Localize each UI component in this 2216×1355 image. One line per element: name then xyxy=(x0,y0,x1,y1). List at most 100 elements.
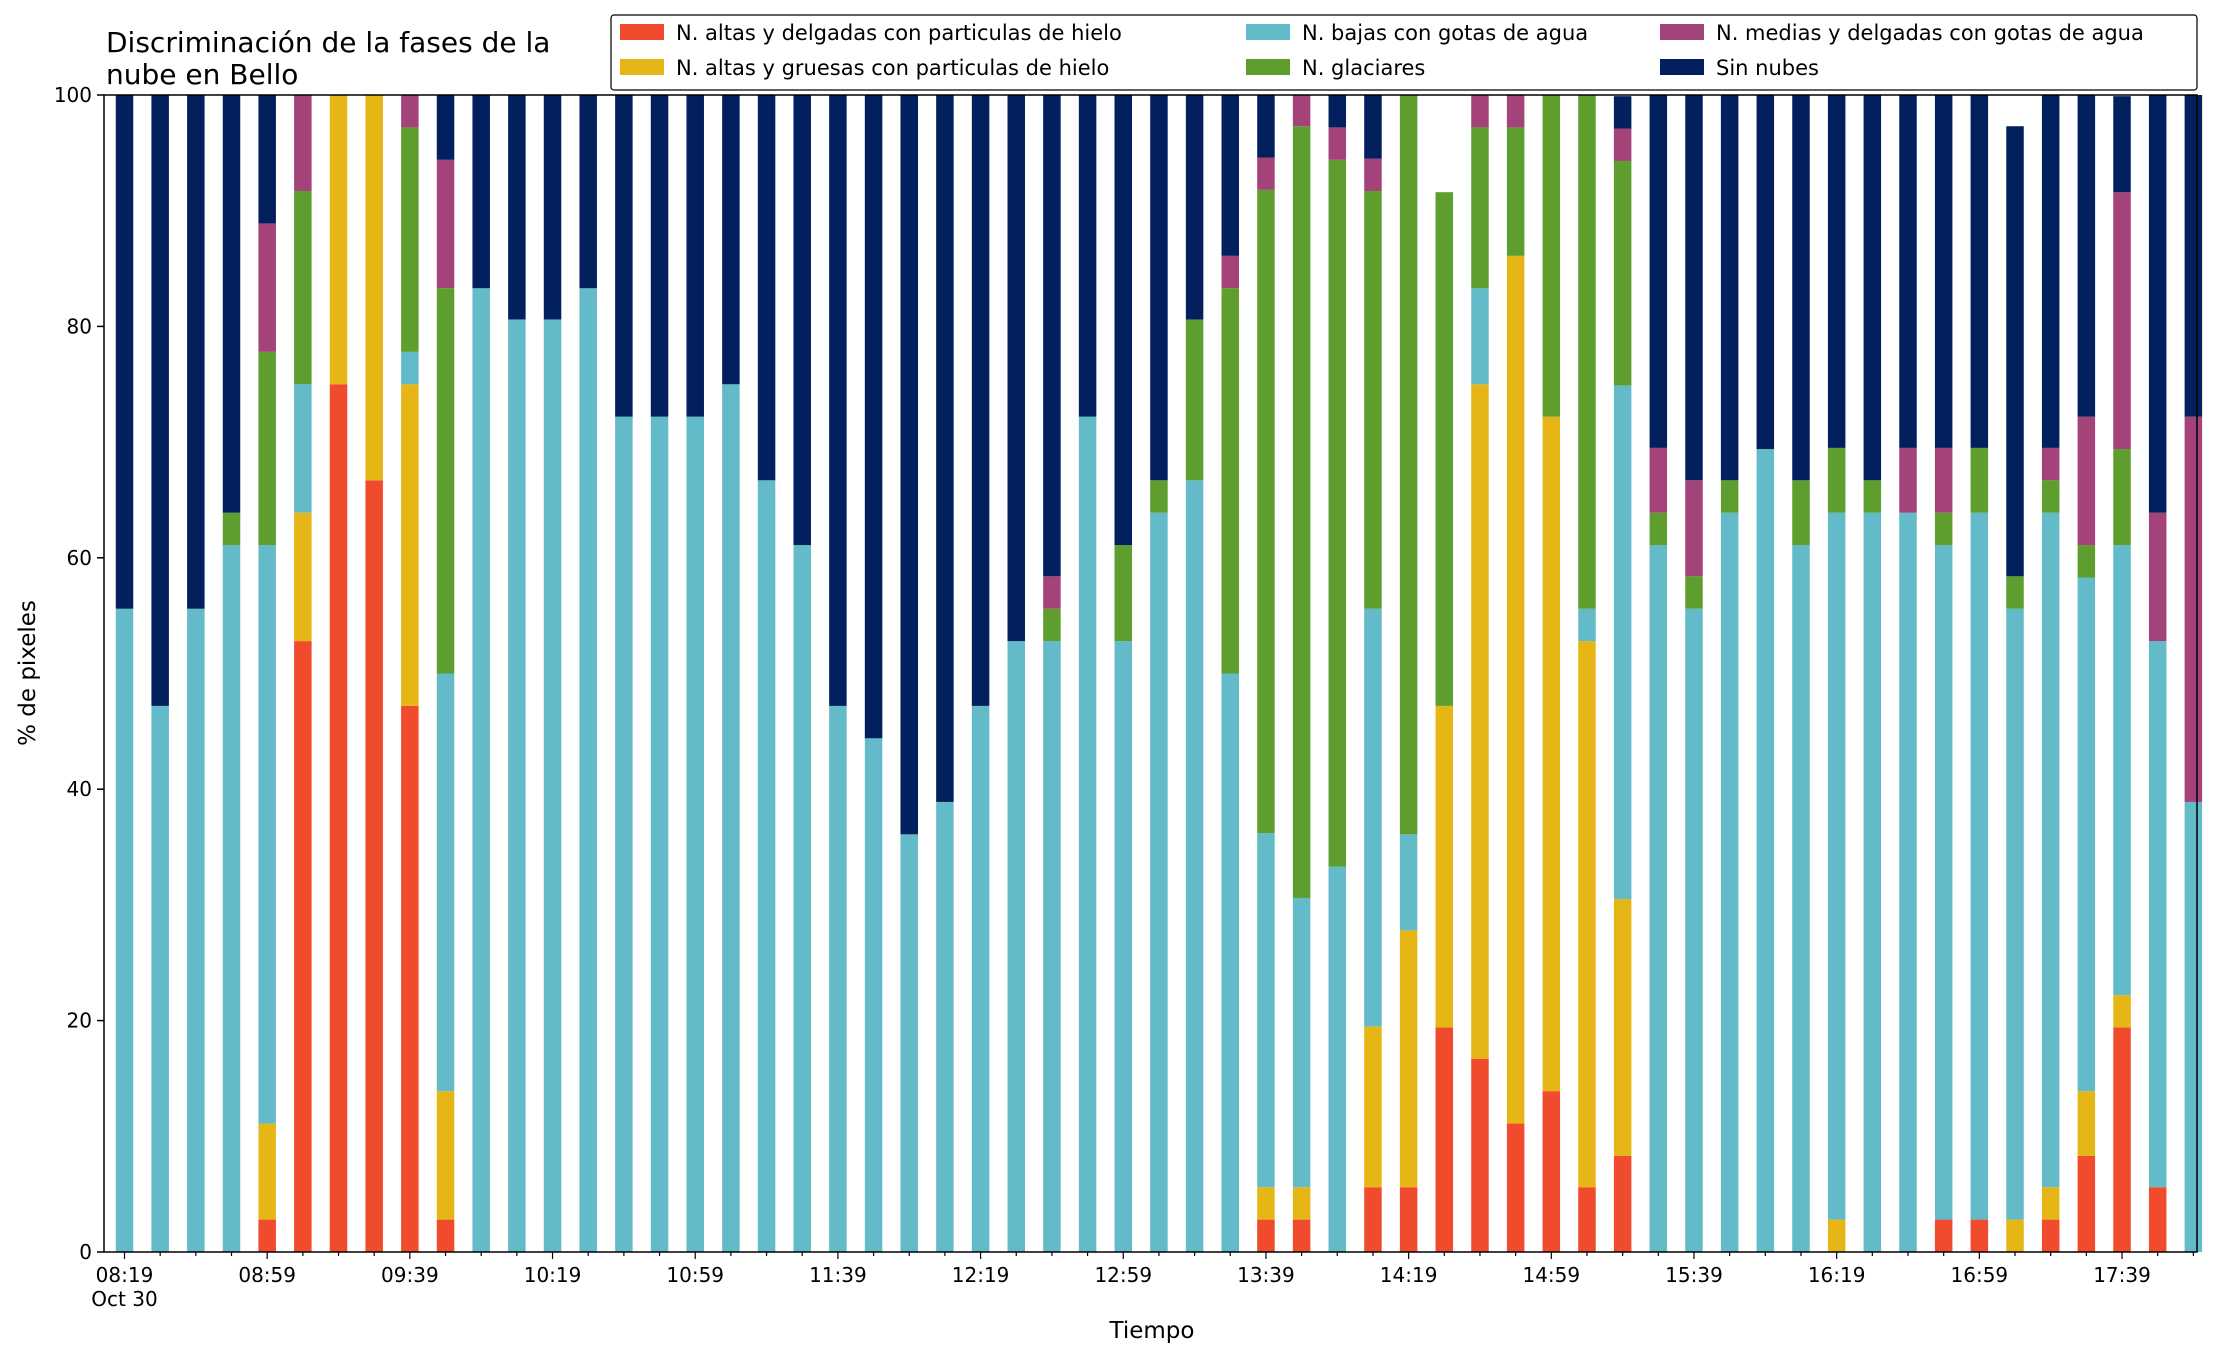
bar-segment xyxy=(436,288,455,674)
bar-segment xyxy=(1292,1219,1311,1252)
bar-segment xyxy=(2006,576,2024,609)
bar-segment xyxy=(2077,1091,2096,1156)
bar-segment xyxy=(1257,833,1275,1188)
bar-segment xyxy=(1578,1187,1596,1252)
bar-segment xyxy=(1221,255,1240,289)
bar-segment xyxy=(1792,480,1810,546)
bar-segment xyxy=(1506,127,1525,256)
bar-segment xyxy=(1827,95,1846,448)
bar-segment xyxy=(1685,95,1703,481)
bar-segment xyxy=(2148,512,2167,642)
bar-segment xyxy=(1292,126,1311,898)
legend-swatch xyxy=(1660,59,1704,75)
bar-segment xyxy=(1613,160,1632,386)
bar-segment xyxy=(1471,384,1489,1059)
bar-segment xyxy=(401,705,419,1252)
bar-segment xyxy=(2148,1187,2167,1252)
bar-segment xyxy=(401,351,419,385)
bar-segment xyxy=(258,545,276,1124)
bar-segment xyxy=(1328,866,1347,1252)
y-axis-label: % de pixeles xyxy=(15,600,41,746)
y-tick-label: 0 xyxy=(79,1240,92,1264)
bar-segment xyxy=(2006,608,2024,1220)
bar-segment xyxy=(472,288,490,1253)
bar-segment xyxy=(1114,545,1133,642)
bar-segment xyxy=(1328,127,1347,160)
bar-segment xyxy=(936,95,954,802)
bar-segment xyxy=(2006,1219,2024,1252)
x-tick-label: 10:19 xyxy=(524,1263,582,1287)
legend-swatch xyxy=(620,59,664,75)
bar-segment xyxy=(829,95,847,706)
bar-segment xyxy=(1399,1187,1418,1252)
legend-entry: N. bajas con gotas de agua xyxy=(1246,21,1588,45)
bar-segment xyxy=(436,673,455,1092)
bar-segment xyxy=(1399,930,1418,1188)
legend-swatch xyxy=(1660,24,1704,40)
legend-label: N. glaciares xyxy=(1302,56,1425,80)
bar-segment xyxy=(258,1123,276,1220)
bar-segment xyxy=(1364,191,1382,609)
bar-segment xyxy=(2041,512,2060,1188)
bar-segment xyxy=(187,608,205,1252)
bar-segment xyxy=(258,351,276,546)
bar-segment xyxy=(1506,255,1525,1124)
bar-segment xyxy=(2041,1187,2060,1220)
bar-segment xyxy=(1506,1123,1525,1252)
bar-segment xyxy=(436,1091,455,1220)
legend-swatch xyxy=(1246,59,1290,75)
bar-segment xyxy=(1792,95,1810,481)
bar-segment xyxy=(829,705,847,1252)
x-tick-label: 16:59 xyxy=(1951,1263,2009,1287)
bar-segment xyxy=(1934,545,1953,1220)
chart-title-line-1: Discriminación de la fases de la xyxy=(106,26,550,59)
bar-segment xyxy=(1863,95,1882,481)
bar-segment xyxy=(508,319,526,1253)
bar-segment xyxy=(2077,545,2096,578)
bar-segment xyxy=(2113,545,2131,996)
legend-entry: N. glaciares xyxy=(1246,56,1425,80)
x-axis-label: Tiempo xyxy=(1109,1318,1195,1344)
x-tick-label: 16:19 xyxy=(1808,1263,1866,1287)
bar-segment xyxy=(2113,449,2131,546)
bar-segment xyxy=(294,512,312,642)
bar-segment xyxy=(1506,95,1525,128)
bar-segment xyxy=(1471,288,1489,385)
legend: N. altas y delgadas con particulas de hi… xyxy=(610,14,2198,91)
bar-segment xyxy=(1399,95,1418,835)
bar-segment xyxy=(1328,159,1347,867)
bar-segment xyxy=(151,95,169,706)
bar-segment xyxy=(401,95,419,128)
x-tick-label: 14:59 xyxy=(1522,1263,1580,1287)
bar-segment xyxy=(115,95,134,609)
legend-swatch xyxy=(620,24,664,40)
bar-segment xyxy=(329,95,348,385)
bar-stacks xyxy=(115,95,2203,1253)
bar-segment xyxy=(294,641,312,1252)
chart-title: Discriminación de la fases de la nube en… xyxy=(106,26,550,91)
bar-segment xyxy=(936,801,954,1252)
bar-segment xyxy=(1043,95,1061,577)
bar-segment xyxy=(1185,95,1204,320)
y-tick-label: 20 xyxy=(67,1009,92,1033)
bar-segment xyxy=(258,223,276,352)
bar-segment xyxy=(1934,512,1953,546)
bar-segment xyxy=(1435,1027,1454,1252)
bar-segment xyxy=(971,705,990,1252)
bar-segment xyxy=(258,95,276,224)
bar-segment xyxy=(436,1219,455,1252)
bar-segment xyxy=(1899,95,1917,448)
bar-segment xyxy=(1685,608,1703,1252)
bar-segment xyxy=(1399,834,1418,931)
bar-segment xyxy=(1007,641,1025,1252)
bar-segment xyxy=(1114,641,1133,1252)
bar-segment xyxy=(1221,673,1240,1252)
bar-segment xyxy=(1827,1219,1846,1252)
bar-segment xyxy=(1078,416,1097,1252)
plot-frame xyxy=(103,94,2198,1253)
bar-segment xyxy=(1863,480,1882,513)
bar-segment xyxy=(2148,95,2167,513)
bar-segment xyxy=(1649,512,1668,546)
bar-segment xyxy=(1150,480,1168,513)
bar-segment xyxy=(1542,1091,1561,1252)
